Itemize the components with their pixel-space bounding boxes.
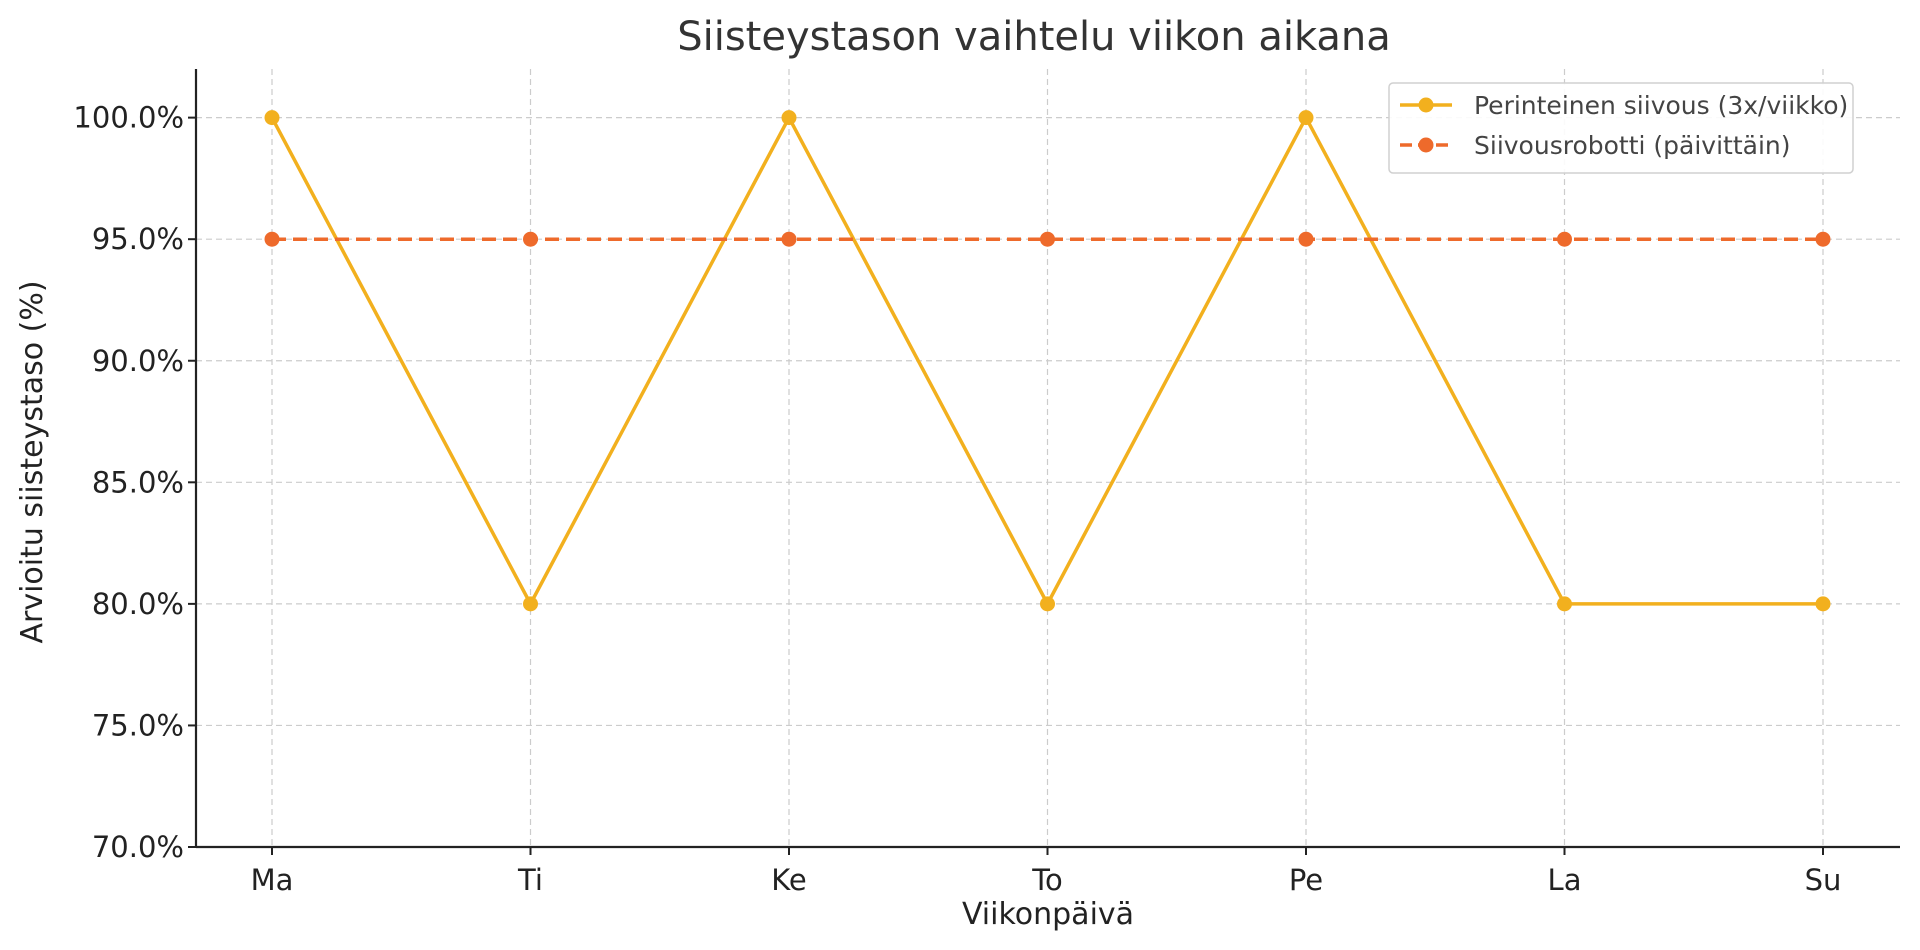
x-tick-label: Pe [1289,863,1323,897]
legend-swatch-marker [1418,137,1434,153]
y-tick-label: 90.0% [92,344,184,378]
y-tick-labels: 70.0% 75.0% 80.0% 85.0% 90.0% 95.0% 100.0% [73,101,196,864]
series-1-point [1557,596,1572,612]
y-axis-label: Arvioitu siisteystaso (%) [15,280,50,643]
y-tick-label: 75.0% [92,708,184,742]
series-1-point [264,110,280,126]
chart-title: Siisteystason vaihtelu viikon aikana [677,14,1391,60]
y-tick-label: 100.0% [73,101,184,135]
x-tick-label: Ti [517,863,543,897]
y-tick-label: 80.0% [92,587,184,621]
series-2-point [1040,231,1055,247]
y-tick-label: 70.0% [92,830,184,864]
legend-swatch-marker [1418,97,1434,113]
y-tick-label: 85.0% [92,465,184,499]
series-1-point [523,596,538,612]
series-2-point [1815,231,1831,247]
x-tick-label: La [1548,863,1582,897]
series-1-point [781,110,797,126]
x-tick-label: Ma [251,863,294,897]
legend-box [1388,82,1854,174]
series-1-point [1040,596,1055,612]
series-2-point [264,231,280,247]
x-axis-label: Viikonpäivä [962,897,1134,932]
series-1-point [1298,110,1314,126]
legend-label: Siivousrobotti (päivittäin) [1474,131,1791,160]
y-tick-label: 95.0% [92,222,184,256]
x-tick-label: To [1031,863,1063,897]
x-tick-label: Su [1805,863,1842,897]
series-2-point [523,231,538,247]
series-2-point [1557,231,1572,247]
series-markers [264,110,1831,612]
x-tick-labels: Ma Ti Ke To Pe La Su [251,847,1842,897]
series-1-point [1815,596,1831,612]
series-2-point [781,231,797,247]
series-2-point [1298,231,1314,247]
legend: Perinteinen siivous (3x/viikko) Siivousro… [1388,82,1854,174]
x-tick-label: Ke [771,863,806,897]
legend-label: Perinteinen siivous (3x/viikko) [1474,91,1848,120]
